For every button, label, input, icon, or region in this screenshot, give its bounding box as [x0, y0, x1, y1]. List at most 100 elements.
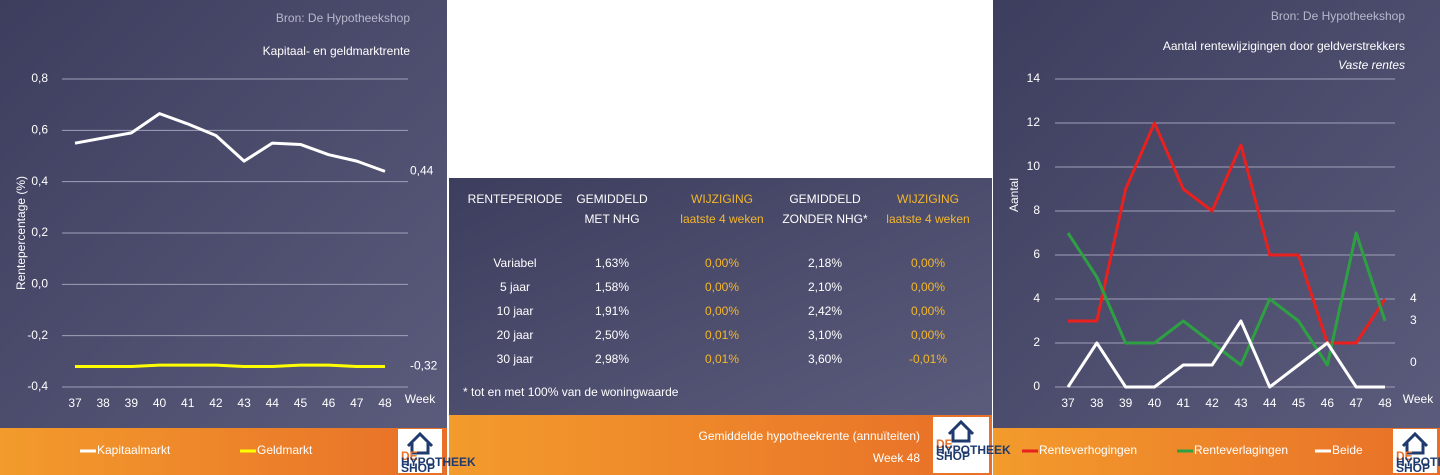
data-line [75, 363, 385, 368]
x-tick-label: 48 [378, 396, 392, 410]
y-tick-label: 12 [1027, 115, 1041, 129]
footer-middle [449, 415, 992, 475]
logo-text: HYPOTHEEK [1396, 455, 1440, 469]
x-tick-label: 47 [1350, 396, 1364, 410]
y-tick-label: -0,4 [27, 379, 48, 393]
logo-house [406, 431, 434, 455]
logo-text: DE [401, 449, 418, 463]
y-axis-label: Rentepercentage (%) [14, 176, 28, 290]
table-header: WIJZIGING [691, 192, 753, 206]
x-tick-label: 43 [1234, 396, 1248, 410]
logo-house [1401, 431, 1429, 455]
footer-title: Gemiddelde hypotheekrente (annuïteiten) [699, 429, 920, 443]
logo-house [947, 419, 975, 443]
table-cell: 0,00% [911, 256, 945, 270]
table-cell: 2,42% [808, 304, 842, 318]
end-label: 4 [1410, 291, 1417, 305]
table-cell: 2,98% [595, 352, 629, 366]
y-axis-label: Aantal [1007, 178, 1021, 212]
logo-box [933, 417, 989, 473]
table-cell: 0,01% [705, 352, 739, 366]
y-tick-label: -0,2 [27, 328, 48, 342]
x-axis-label: Week [405, 392, 436, 406]
end-label: -0,32 [410, 359, 438, 373]
logo-box [1393, 429, 1437, 473]
y-tick-label: 0 [1033, 379, 1040, 393]
table-cell: 0,01% [705, 328, 739, 342]
table-header: laatste 4 weken [886, 212, 969, 226]
footer-week: Week 48 [873, 451, 920, 465]
table-cell: 3,60% [808, 352, 842, 366]
y-tick-label: 0,4 [31, 174, 48, 188]
panel-left [0, 0, 447, 428]
logo-text: SHOP [401, 461, 435, 475]
table-cell: 2,50% [595, 328, 629, 342]
end-label: 3 [1410, 313, 1417, 327]
legend-label: Renteverhogingen [1039, 443, 1137, 457]
chart-title: Aantal rentewijzigingen door geldverstre… [1163, 39, 1405, 53]
y-tick-label: 10 [1027, 159, 1041, 173]
x-tick-label: 42 [1205, 396, 1219, 410]
table-cell: 0,00% [911, 280, 945, 294]
x-tick-label: 44 [1263, 396, 1277, 410]
table-header: WIJZIGING [897, 192, 959, 206]
data-line [74, 112, 386, 173]
data-line [1066, 319, 1385, 389]
chart-subtitle: Vaste rentes [1338, 58, 1405, 72]
y-tick-label: 6 [1033, 247, 1040, 261]
table-cell: 5 jaar [500, 280, 530, 294]
table-cell: 30 jaar [497, 352, 534, 366]
y-tick-label: 8 [1033, 203, 1040, 217]
panel-table [449, 178, 992, 415]
logo-text: HYPOTHEEK [936, 443, 1011, 457]
x-tick-label: 45 [1292, 396, 1306, 410]
table-cell: 0,00% [705, 304, 739, 318]
x-tick-label: 40 [153, 396, 167, 410]
x-axis-label: Week [1403, 392, 1434, 406]
table-cell: 0,00% [705, 280, 739, 294]
legend-label: Kapitaalmarkt [97, 443, 171, 457]
logo-text: DE [1396, 449, 1413, 463]
x-tick-label: 37 [1061, 396, 1075, 410]
y-tick-label: 2 [1033, 335, 1040, 349]
table-cell: Variabel [493, 256, 536, 270]
table-cell: -0,01% [909, 352, 947, 366]
legend-label: Beide [1332, 443, 1363, 457]
legend-label: Renteverlagingen [1194, 443, 1288, 457]
logo-box [398, 429, 442, 473]
logo-text: SHOP [1396, 461, 1430, 475]
x-tick-label: 46 [1321, 396, 1335, 410]
table-cell: 1,58% [595, 280, 629, 294]
x-tick-label: 41 [1177, 396, 1191, 410]
x-tick-label: 43 [237, 396, 251, 410]
x-tick-label: 40 [1148, 396, 1162, 410]
x-tick-label: 38 [97, 396, 111, 410]
x-tick-label: 42 [209, 396, 223, 410]
table-header: MET NHG [584, 212, 639, 226]
table-cell: 10 jaar [497, 304, 534, 318]
table-cell: 1,91% [595, 304, 629, 318]
x-tick-label: 41 [181, 396, 195, 410]
table-header: ZONDER NHG* [782, 212, 868, 226]
y-tick-label: 0,0 [31, 277, 48, 291]
x-tick-label: 44 [266, 396, 280, 410]
end-label: 0,44 [410, 164, 434, 178]
table-header: GEMIDDELD [576, 192, 648, 206]
y-tick-label: 0,2 [31, 225, 48, 239]
chart-source: Bron: De Hypotheekshop [276, 11, 410, 25]
x-tick-label: 37 [68, 396, 82, 410]
table-cell: 20 jaar [497, 328, 534, 342]
x-tick-label: 46 [322, 396, 336, 410]
table-header: GEMIDDELD [789, 192, 861, 206]
y-tick-label: 4 [1033, 291, 1040, 305]
chart-title: Kapitaal- en geldmarktrente [263, 44, 411, 58]
y-tick-label: 0,8 [31, 71, 48, 85]
table-cell: 0,00% [911, 304, 945, 318]
x-tick-label: 39 [1119, 396, 1133, 410]
logo-text: SHOP [936, 449, 970, 463]
x-tick-label: 45 [294, 396, 308, 410]
footer-right [993, 428, 1440, 475]
footer-left [0, 428, 447, 475]
y-tick-label: 14 [1027, 71, 1041, 85]
